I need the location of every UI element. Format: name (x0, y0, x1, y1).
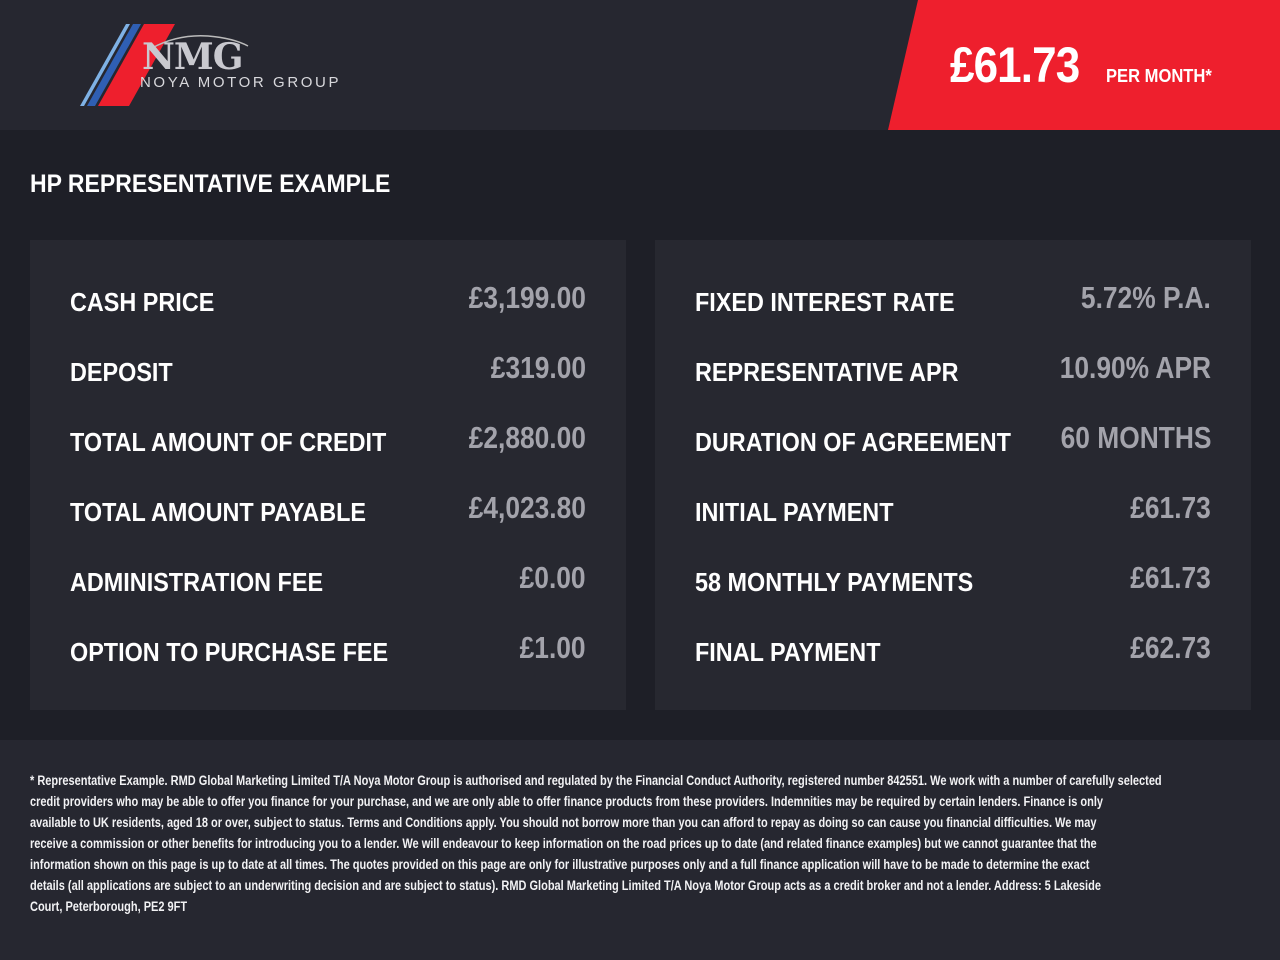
finance-label: DURATION OF AGREEMENT (695, 427, 1011, 457)
finance-value: £4,023.80 (468, 490, 586, 525)
finance-value: 5.72% P.A. (1081, 280, 1211, 315)
finance-label: FIXED INTEREST RATE (695, 287, 955, 317)
finance-panel-right: FIXED INTEREST RATE 5.72% P.A. REPRESENTAT… (655, 240, 1251, 710)
logo-text: NOYA MOTOR GROUP (140, 74, 342, 91)
finance-label: OPTION TO PURCHASE FEE (70, 637, 389, 667)
finance-label: FINAL PAYMENT (695, 637, 881, 667)
disclaimer-line: details (all applications are subject to… (30, 878, 1101, 893)
finance-label: 58 MONTHLY PAYMENTS (695, 567, 974, 597)
disclaimer-line: * Representative Example. RMD Global Mar… (30, 773, 1162, 788)
finance-value: 10.90% APR (1059, 350, 1211, 385)
per-month-label: PER MONTH* (1106, 66, 1212, 86)
finance-row: DURATION OF AGREEMENT 60 MONTHS (695, 420, 1211, 462)
header: NMG NOYA MOTOR GROUP £61.73 PER MONTH* (0, 0, 1280, 130)
finance-row: DEPOSIT £319.00 (70, 350, 586, 392)
finance-label: TOTAL AMOUNT PAYABLE (70, 497, 367, 527)
finance-label: DEPOSIT (70, 357, 173, 387)
finance-value: £61.73 (1130, 490, 1211, 525)
section-title: HP REPRESENTATIVE EXAMPLE (30, 170, 391, 198)
finance-label: INITIAL PAYMENT (695, 497, 894, 527)
finance-row: FIXED INTEREST RATE 5.72% P.A. (695, 280, 1211, 322)
finance-row: OPTION TO PURCHASE FEE £1.00 (70, 630, 586, 672)
finance-row: ADMINISTRATION FEE £0.00 (70, 560, 586, 602)
finance-value: £319.00 (490, 350, 586, 385)
finance-row: TOTAL AMOUNT PAYABLE £4,023.80 (70, 490, 586, 532)
disclaimer-line: Court, Peterborough, PE2 9FT (30, 899, 188, 914)
finance-value: £62.73 (1130, 630, 1211, 665)
disclaimer-line: receive a commission or other benefits f… (30, 836, 1097, 851)
monthly-price-banner: £61.73 PER MONTH* (888, 0, 1280, 130)
finance-label: CASH PRICE (70, 287, 215, 317)
finance-row: FINAL PAYMENT £62.73 (695, 630, 1211, 672)
finance-value: £0.00 (520, 560, 586, 595)
finance-row: REPRESENTATIVE APR 10.90% APR (695, 350, 1211, 392)
finance-row: INITIAL PAYMENT £61.73 (695, 490, 1211, 532)
logo-mark: NMG (142, 36, 243, 78)
finance-value: £2,880.00 (468, 420, 586, 455)
footer: * Representative Example. RMD Global Mar… (0, 740, 1280, 960)
finance-row: CASH PRICE £3,199.00 (70, 280, 586, 322)
monthly-price: £61.73 (950, 37, 1080, 93)
finance-value: £61.73 (1130, 560, 1211, 595)
disclaimer-line: available to UK residents, aged 18 or ov… (30, 815, 1097, 830)
finance-row: 58 MONTHLY PAYMENTS £61.73 (695, 560, 1211, 602)
finance-label: TOTAL AMOUNT OF CREDIT (70, 427, 387, 457)
finance-value: £3,199.00 (468, 280, 586, 315)
disclaimer: * Representative Example. RMD Global Mar… (30, 770, 1280, 917)
finance-value: 60 MONTHS (1060, 420, 1211, 455)
finance-panel-left: CASH PRICE £3,199.00 DEPOSIT £319.00 TOTAL A… (30, 240, 626, 710)
finance-value: £1.00 (520, 630, 586, 665)
finance-label: ADMINISTRATION FEE (70, 567, 324, 597)
disclaimer-line: credit providers who may be able to offe… (30, 794, 1104, 809)
car-outline-icon (151, 35, 249, 49)
disclaimer-line: information shown on this page is up to … (30, 857, 1090, 872)
finance-label: REPRESENTATIVE APR (695, 357, 959, 387)
logo-stripes-icon (80, 24, 175, 106)
finance-row: TOTAL AMOUNT OF CREDIT £2,880.00 (70, 420, 586, 462)
nmg-logo[interactable]: NMG NOYA MOTOR GROUP (78, 22, 368, 108)
